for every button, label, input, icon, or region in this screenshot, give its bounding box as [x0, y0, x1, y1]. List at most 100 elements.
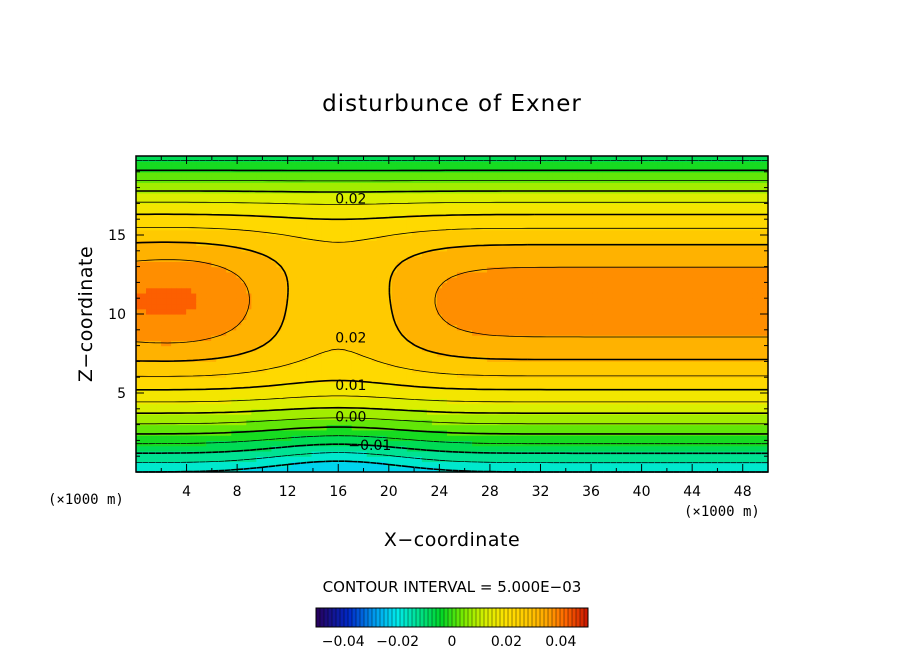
- heatmap-cell: [166, 382, 172, 389]
- heatmap-cell: [316, 166, 323, 173]
- heatmap-cell: [341, 371, 348, 378]
- heatmap-cell: [226, 424, 232, 431]
- heatmap-cell: [512, 335, 518, 341]
- heatmap-cell: [386, 208, 393, 215]
- heatmap-cell: [236, 445, 242, 452]
- heatmap-cell: [271, 192, 278, 199]
- heatmap-cell: [301, 208, 308, 215]
- heatmap-cell: [351, 256, 358, 262]
- heatmap-cell: [492, 156, 498, 162]
- heatmap-cell: [251, 171, 257, 178]
- heatmap-cell: [141, 461, 147, 468]
- heatmap-cell: [401, 198, 408, 204]
- heatmap-cell: [361, 277, 368, 283]
- heatmap-cell: [236, 377, 242, 384]
- heatmap-cell: [301, 219, 308, 226]
- heatmap-cell: [351, 429, 358, 436]
- heatmap-cell: [296, 224, 303, 231]
- heatmap-cell: [542, 250, 548, 257]
- heatmap-cell: [452, 303, 458, 310]
- heatmap-cell: [261, 192, 268, 199]
- heatmap-cell: [482, 419, 488, 426]
- heatmap-cell: [346, 261, 353, 268]
- heatmap-cell: [391, 166, 398, 173]
- heatmap-cell: [421, 298, 428, 305]
- heatmap-cell: [487, 382, 493, 389]
- heatmap-cell: [256, 177, 262, 183]
- heatmap-cell: [291, 335, 298, 341]
- heatmap-cell: [542, 377, 548, 384]
- heatmap-cell: [221, 361, 227, 368]
- heatmap-cell: [507, 208, 513, 215]
- heatmap-cell: [477, 350, 483, 357]
- heatmap-cell: [487, 308, 493, 315]
- heatmap-cell: [301, 282, 308, 289]
- heatmap-cell: [201, 213, 207, 220]
- heatmap-cell: [331, 440, 338, 447]
- heatmap-cell: [371, 308, 378, 315]
- heatmap-cell: [336, 245, 343, 252]
- heatmap-cell: [431, 208, 438, 215]
- heatmap-cell: [391, 403, 398, 410]
- heatmap-cell: [396, 414, 403, 420]
- heatmap-cell: [391, 387, 398, 394]
- heatmap-cell: [421, 398, 428, 405]
- heatmap-cell: [436, 329, 443, 336]
- heatmap-cell: [251, 466, 257, 473]
- heatmap-cell: [216, 361, 222, 368]
- heatmap-cell: [221, 314, 227, 320]
- heatmap-cell: [356, 456, 363, 463]
- heatmap-cell: [477, 435, 483, 441]
- heatmap-cell: [431, 371, 438, 378]
- heatmap-cell: [136, 403, 142, 410]
- heatmap-cell: [166, 403, 172, 410]
- heatmap-cell: [181, 345, 187, 352]
- heatmap-cell: [236, 371, 242, 378]
- heatmap-cell: [321, 429, 328, 436]
- heatmap-cell: [416, 219, 423, 226]
- heatmap-cell: [477, 192, 483, 199]
- heatmap-cell: [176, 419, 182, 426]
- heatmap-cell: [276, 377, 283, 384]
- heatmap-cell: [301, 393, 308, 399]
- heatmap-cell: [171, 356, 177, 362]
- heatmap-cell: [321, 350, 328, 357]
- heatmap-cell: [467, 240, 473, 247]
- heatmap-cell: [196, 266, 202, 273]
- heatmap-cell: [351, 419, 358, 426]
- heatmap-cell: [341, 261, 348, 268]
- heatmap-cell: [396, 419, 403, 426]
- heatmap-cell: [181, 324, 187, 331]
- heatmap-cell: [351, 235, 358, 241]
- heatmap-cell: [457, 319, 463, 326]
- heatmap-cell: [176, 235, 182, 241]
- heatmap-cell: [522, 219, 528, 226]
- heatmap-cell: [406, 435, 413, 441]
- heatmap-cell: [146, 314, 152, 320]
- heatmap-cell: [276, 335, 283, 341]
- heatmap-cell: [346, 345, 353, 352]
- heatmap-cell: [151, 371, 157, 378]
- heatmap-cell: [361, 292, 368, 299]
- heatmap-cell: [527, 266, 533, 273]
- heatmap-cell: [206, 287, 212, 294]
- heatmap-cell: [416, 366, 423, 373]
- heatmap-cell: [396, 371, 403, 378]
- heatmap-cell: [216, 387, 222, 394]
- heatmap-cell: [236, 335, 242, 341]
- heatmap-cell: [151, 213, 157, 220]
- heatmap-cell: [161, 314, 167, 320]
- heatmap-cell: [376, 440, 383, 447]
- heatmap-cell: [271, 414, 278, 420]
- heatmap-cell: [261, 287, 268, 294]
- heatmap-cell: [502, 250, 508, 257]
- heatmap-cell: [527, 161, 533, 168]
- heatmap-cell: [346, 450, 353, 457]
- heatmap-cell: [266, 435, 273, 441]
- heatmap-cell: [266, 319, 273, 326]
- heatmap-cell: [301, 266, 308, 273]
- heatmap-cell: [136, 398, 142, 405]
- heatmap-cell: [366, 387, 373, 394]
- heatmap-cell: [452, 403, 458, 410]
- heatmap-cell: [441, 203, 448, 210]
